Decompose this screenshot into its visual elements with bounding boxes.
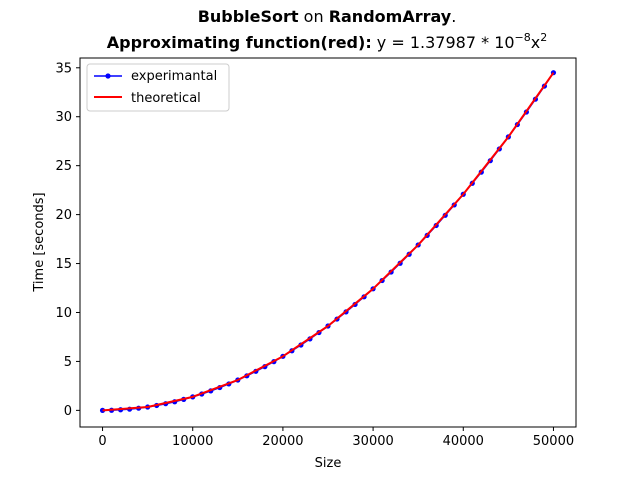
y-tick-label: 35	[55, 61, 72, 76]
legend-label-theoretical: theoretical	[131, 91, 201, 106]
title-exponent: −8	[515, 31, 531, 44]
x-tick-label: 40000	[443, 434, 484, 449]
title-algorithm: BubbleSort	[198, 7, 299, 26]
y-tick-label: 15	[55, 257, 72, 272]
y-tick-label: 5	[64, 355, 72, 370]
title-formula-prefix: y = 1.37987 * 10	[372, 33, 515, 52]
x-tick-label: 10000	[172, 434, 213, 449]
legend: experimantal theoretical	[86, 63, 230, 112]
title-input: RandomArray	[329, 7, 452, 26]
x-axis-label: Size	[315, 456, 342, 471]
y-tick-label: 20	[55, 208, 72, 223]
y-tick-label: 30	[55, 110, 72, 125]
legend-label-experimental: experimantal	[131, 69, 217, 84]
title-variable: x	[531, 33, 540, 52]
y-tick-label: 25	[55, 159, 72, 174]
series-layer	[99, 70, 557, 413]
x-tick-label: 50000	[533, 434, 574, 449]
data-point-experimental	[99, 407, 106, 413]
title-end: .	[451, 7, 456, 26]
title-connector: on	[299, 7, 329, 26]
plot-area	[79, 57, 577, 428]
legend-marker-experimental	[105, 73, 111, 79]
series-theoretical-line	[102, 72, 555, 412]
x-axis-ticks: 0 10000 20000 30000 40000 50000	[98, 427, 574, 449]
y-tick-label: 10	[55, 306, 72, 321]
legend-box	[86, 63, 230, 112]
x-tick-label: 20000	[262, 434, 303, 449]
x-tick-label: 30000	[352, 434, 393, 449]
title-power: 2	[540, 31, 547, 44]
title-approx-label: Approximating function(red)	[107, 33, 366, 52]
y-axis-label: Time [seconds]	[32, 192, 47, 292]
title-approx-colon: :	[365, 33, 371, 52]
chart-title-line2: Approximating function(red): y = 1.37987…	[107, 31, 547, 52]
chart-title-line1: BubbleSort on RandomArray.	[198, 7, 457, 26]
x-tick-label: 0	[98, 434, 106, 449]
y-tick-label: 0	[64, 404, 72, 419]
y-axis-ticks: 0 5 10 15 20 25 30 35	[55, 61, 80, 419]
